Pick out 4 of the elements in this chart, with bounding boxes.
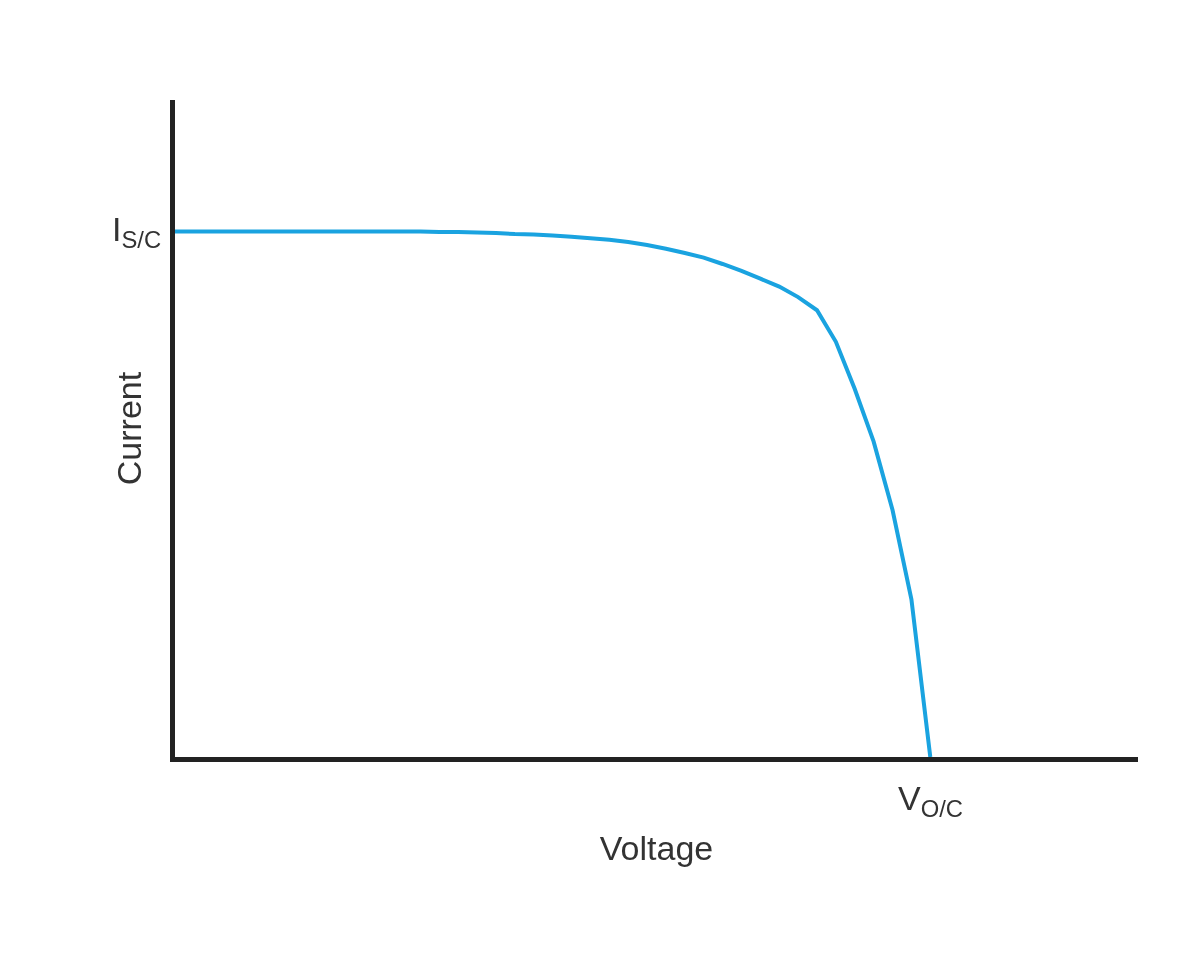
text: I$_{S/C}$ <box>112 210 162 254</box>
x-axis-title: Voltage <box>599 829 714 868</box>
y-axis-title: Current <box>109 371 148 486</box>
text: V$_{O/C}$ <box>898 779 963 823</box>
